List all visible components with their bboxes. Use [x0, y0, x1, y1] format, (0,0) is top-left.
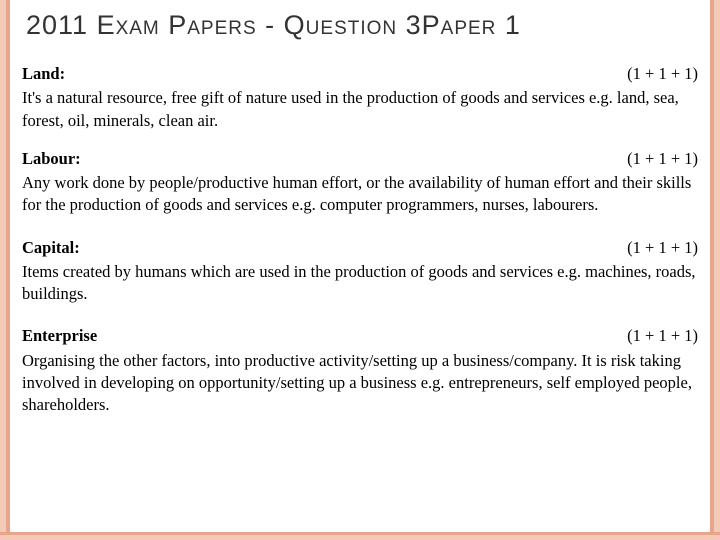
section-head: Capital: (1 + 1 + 1): [22, 237, 698, 259]
section-title: Labour:: [22, 148, 81, 170]
heading-pnum: 1: [496, 10, 521, 40]
section-capital: Capital: (1 + 1 + 1) Items created by hu…: [22, 237, 698, 306]
section-body: Items created by humans which are used i…: [22, 261, 698, 306]
section-land: Land: (1 + 1 + 1) It's a natural resourc…: [22, 63, 698, 132]
section-title: Enterprise: [22, 325, 97, 347]
section-marks: (1 + 1 + 1): [627, 148, 698, 170]
section-body: It's a natural resource, free gift of na…: [22, 87, 698, 132]
section-marks: (1 + 1 + 1): [627, 325, 698, 347]
section-head: Enterprise (1 + 1 + 1): [22, 325, 698, 347]
heading-question: Question: [284, 10, 397, 40]
section-head: Land: (1 + 1 + 1): [22, 63, 698, 85]
heading-qnum: 3: [397, 10, 422, 40]
slide-heading: 2011 Exam Papers - Question 3Paper 1: [22, 10, 698, 41]
section-body: Any work done by people/productive human…: [22, 172, 698, 217]
section-marks: (1 + 1 + 1): [627, 237, 698, 259]
section-enterprise: Enterprise (1 + 1 + 1) Organising the ot…: [22, 325, 698, 416]
section-head: Labour: (1 + 1 + 1): [22, 148, 698, 170]
section-title: Land:: [22, 63, 65, 85]
section-marks: (1 + 1 + 1): [627, 63, 698, 85]
frame-stripe-bottom-outer: [0, 535, 720, 540]
section-labour: Labour: (1 + 1 + 1) Any work done by peo…: [22, 148, 698, 217]
heading-dash: -: [257, 10, 284, 40]
frame-stripe-left-inner: [6, 0, 10, 540]
frame-stripe-right-outer: [714, 0, 720, 540]
section-body: Organising the other factors, into produ…: [22, 350, 698, 417]
heading-exam-papers: Exam Papers: [97, 10, 257, 40]
section-title: Capital:: [22, 237, 80, 259]
heading-year: 2011: [26, 10, 97, 40]
slide-content: 2011 Exam Papers - Question 3Paper 1 Lan…: [22, 10, 698, 522]
heading-paper: Paper: [422, 10, 497, 40]
